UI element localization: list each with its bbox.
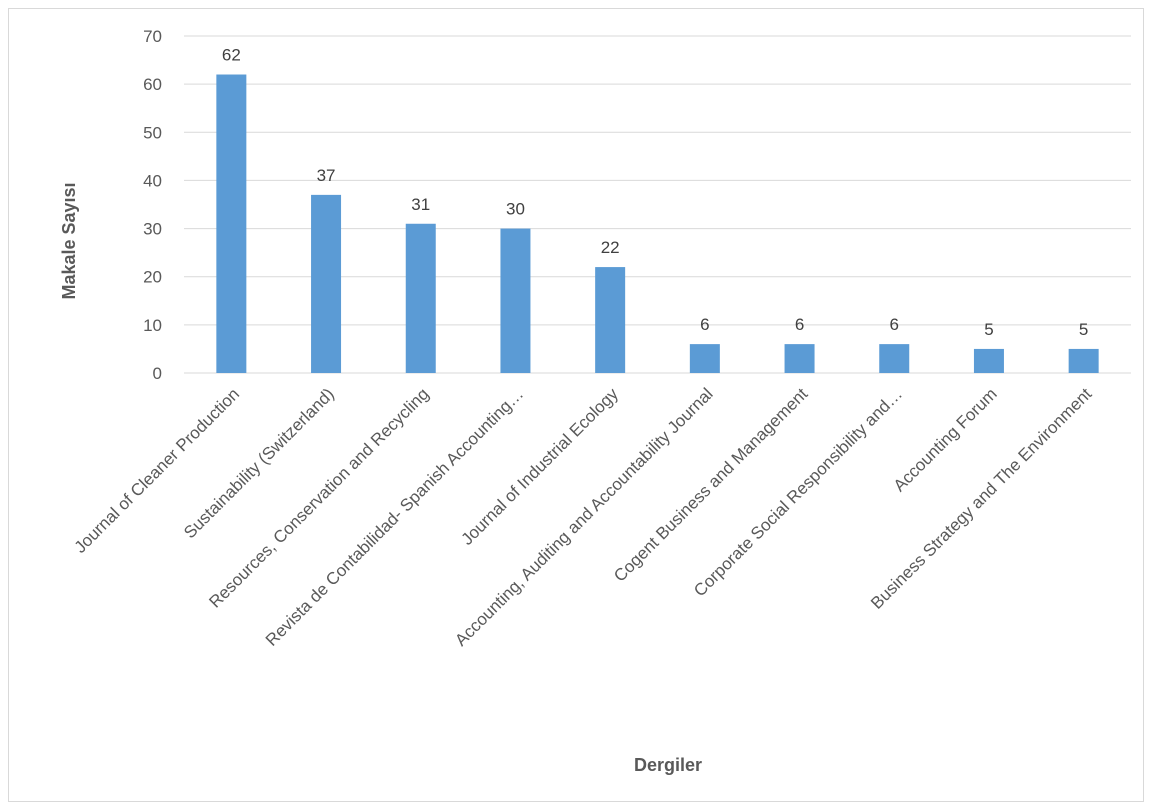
data-label: 5 [1079, 320, 1088, 339]
x-tick-label: Journal of Industrial Ecology [458, 384, 623, 549]
data-labels: 62 37 31 30 22 6 6 6 5 5 [222, 46, 1088, 339]
data-label: 6 [700, 315, 709, 334]
bar [595, 267, 626, 373]
data-label: 37 [317, 166, 336, 185]
data-label: 31 [411, 195, 430, 214]
data-label: 22 [601, 238, 620, 257]
x-tick-label: Sustainability (Switzerland) [180, 384, 338, 542]
data-label: 62 [222, 46, 241, 65]
y-tick-label: 60 [143, 75, 162, 94]
chart-frame [8, 8, 1144, 802]
bars [216, 74, 1099, 373]
bar [1068, 348, 1099, 373]
x-tick-label: Cogent Business and Management [610, 384, 811, 585]
bar [216, 74, 247, 373]
x-tick-label: Journal of Cleaner Production [71, 384, 243, 556]
bar [784, 344, 815, 373]
data-label: 6 [795, 315, 804, 334]
x-axis-title: Dergiler [634, 755, 702, 775]
x-tick-label: Corporate Social Responsibility and… [690, 384, 906, 600]
data-label: 5 [984, 320, 993, 339]
y-tick-label: 10 [143, 316, 162, 335]
bar [405, 223, 436, 373]
y-tick-label: 40 [143, 171, 162, 190]
x-tick-label: Business Strategy and The Environment [867, 384, 1096, 613]
y-axis-title: Makale Sayısı [59, 182, 79, 299]
bar [689, 344, 720, 373]
bar [879, 344, 910, 373]
y-tick-label: 0 [153, 364, 162, 383]
x-tick-label: Resources, Conservation and Recycling [205, 384, 432, 611]
y-tick-label: 70 [143, 27, 162, 46]
x-tick-label: Accounting Forum [890, 384, 1001, 495]
y-tick-label: 50 [143, 123, 162, 142]
bar [311, 194, 342, 373]
data-label: 6 [890, 315, 899, 334]
x-axis-ticks: Journal of Cleaner ProductionSustainabil… [71, 384, 1096, 650]
gridlines [184, 35, 1131, 374]
data-label: 30 [506, 200, 525, 219]
y-tick-label: 20 [143, 268, 162, 287]
bar [500, 228, 531, 373]
y-tick-label: 30 [143, 220, 162, 239]
y-axis-ticks: 0 10 20 30 40 50 60 70 [143, 27, 162, 383]
bar [973, 348, 1004, 373]
